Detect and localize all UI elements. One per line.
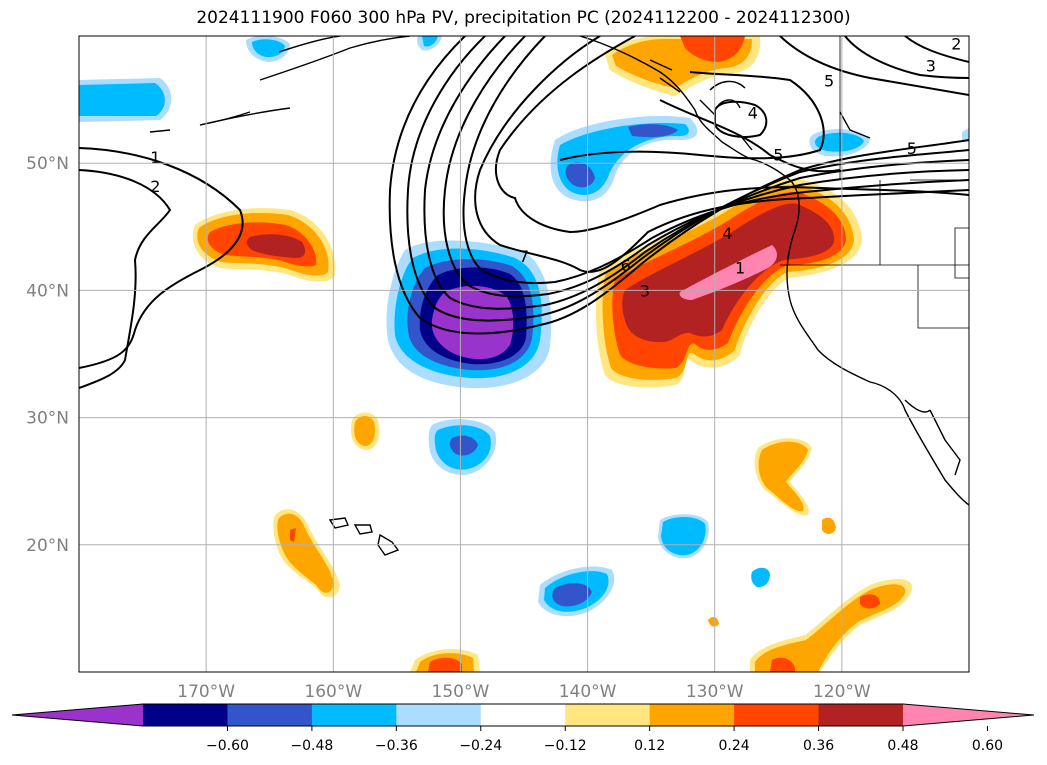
longitude-tick-label: 170°W xyxy=(177,682,235,702)
latitude-ticks: 50°N 40°N 30°N 20°N xyxy=(26,154,69,556)
colorbar-tick-label: −0.24 xyxy=(459,738,502,754)
colorbar-outline xyxy=(11,703,1035,727)
latitude-tick-label: 30°N xyxy=(26,409,69,429)
pv-contour-label: 1 xyxy=(735,259,745,278)
longitude-tick-label: 160°W xyxy=(304,682,362,702)
colorbar-tick-label: 0.48 xyxy=(887,738,918,754)
pv-contour-label: 5 xyxy=(773,145,783,164)
pv-contour-label: 7 xyxy=(519,247,529,266)
colorbar-tick-label: −0.60 xyxy=(206,738,249,754)
colorbar-extend-max xyxy=(903,704,1034,726)
colorbar-segment xyxy=(649,704,735,726)
pv-contour-label: 2 xyxy=(951,35,961,54)
pv-contour-label: 2 xyxy=(150,177,160,196)
colorbar-tick-label: −0.36 xyxy=(375,738,418,754)
pv-contour-label: 3 xyxy=(926,56,936,75)
longitude-tick-label: 140°W xyxy=(559,682,617,702)
colorbar-segment xyxy=(396,704,482,726)
longitude-tick-label: 120°W xyxy=(813,682,871,702)
graticule xyxy=(79,36,969,672)
colorbar-tick-label: −0.48 xyxy=(290,738,333,754)
colorbar-extend-min xyxy=(12,704,143,726)
pv-contour-label: 5 xyxy=(907,139,917,158)
pv-contour-label: 5 xyxy=(824,72,834,91)
pv-contours xyxy=(79,36,969,389)
colorbar-segment xyxy=(143,704,228,726)
colorbar-segment xyxy=(480,704,566,726)
latitude-tick-label: 40°N xyxy=(26,281,69,301)
colorbar-tick-label: 0.12 xyxy=(634,738,665,754)
latitude-tick-label: 20°N xyxy=(26,536,69,556)
colorbar-segment xyxy=(734,704,820,726)
colorbar-segment xyxy=(227,704,313,726)
latitude-tick-label: 50°N xyxy=(26,154,69,174)
colorbar-segment xyxy=(818,704,904,726)
colorbar-segment xyxy=(311,704,397,726)
longitude-ticks: 170°W 160°W 150°W 140°W 130°W 120°W xyxy=(177,682,871,702)
colorbar-tick-label: 0.36 xyxy=(803,738,834,754)
colorbar-tick-label: −0.12 xyxy=(544,738,587,754)
plot-title: 2024111900 F060 300 hPa PV, precipitatio… xyxy=(196,8,851,28)
colorbar-segment xyxy=(565,704,651,726)
colorbar: −0.60 −0.48 −0.36 −0.24 −0.12 0.12 0.24 0.36 0.4… xyxy=(11,703,1035,754)
coastlines xyxy=(149,36,969,556)
pv-contour-label: 4 xyxy=(722,224,732,243)
pv-contour-label: 6 xyxy=(621,256,631,275)
pv-contour-label: 4 xyxy=(748,103,758,122)
map-frame xyxy=(78,35,970,673)
longitude-tick-label: 130°W xyxy=(686,682,744,702)
colorbar-tick-label: 0.60 xyxy=(972,738,1003,754)
longitude-tick-label: 150°W xyxy=(432,682,490,702)
negative-anomaly-region xyxy=(431,285,514,360)
borders xyxy=(780,36,969,329)
colorbar-tick-label: 0.24 xyxy=(719,738,750,754)
pv-contour-label: 1 xyxy=(150,148,160,167)
